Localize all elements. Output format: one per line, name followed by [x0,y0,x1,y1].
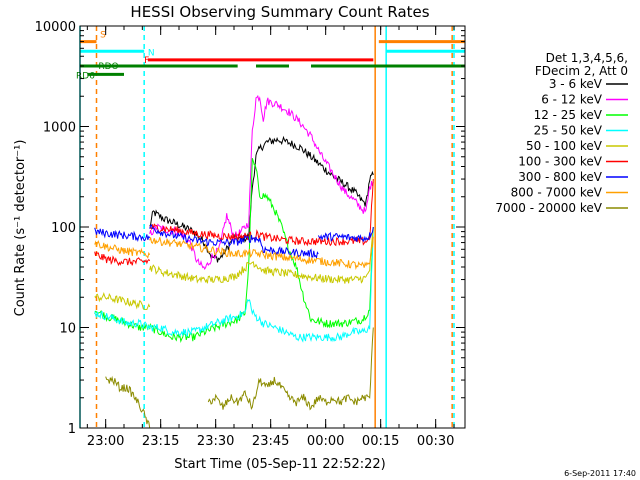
flag-label-f: F [144,56,149,66]
flag-label-rd6: RD6 [76,71,95,81]
generation-timestamp: 6-Sep-2011 17:40 [564,469,636,478]
y-axis-label: Count Rate (s⁻¹ detector⁻¹) [13,140,28,317]
x-tick-label: 23:45 [252,434,289,449]
series-line-25-50-kev-0 [94,226,374,343]
legend-header-1: FDecim 2, Att 0 [535,64,628,78]
flag-label-s: S [100,31,106,41]
x-tick-label: 23:15 [142,434,179,449]
y-tick-label: 1000 [43,121,76,136]
legend-header-0: Det 1,3,4,5,6, [546,51,628,65]
legend-entry-6-12-kev: 6 - 12 keV [541,93,603,107]
y-tick-label: 100 [51,221,76,236]
flag-label-rdo: RDO [98,62,118,72]
series-line-800-7000-kev-1 [149,236,374,270]
legend-entry-800-7000-kev: 800 - 7000 keV [511,186,603,200]
series-line-7000-20000-kev-0 [105,375,151,429]
legend-entry-7000-20000-kev: 7000 - 20000 keV [495,201,602,215]
legend-entry-100-300-kev: 100 - 300 keV [518,155,602,169]
legend: Det 1,3,4,5,6,FDecim 2, Att 03 - 6 keV 6 … [495,51,628,215]
x-tick-label: 00:15 [362,434,399,449]
series-line-300-800-kev-1 [149,224,319,260]
series-line-300-800-kev-2 [317,226,374,243]
chart-title: HESSI Observing Summary Count Rates [130,3,429,21]
legend-entry-50-100-kev: 50 - 100 keV [526,139,603,153]
series-line-300-800-kev-0 [94,227,151,242]
y-tick-label: 10 [59,322,76,337]
legend-entry-3-6-kev: 3 - 6 keV [549,77,603,91]
axes: 1 10 100 1000 10000 23:00 23:15 23:30 23:45 00:00… [35,20,466,449]
series-line-100-300-kev-0 [94,251,151,267]
series-line-50-100-kev-1 [149,226,374,284]
legend-entry-12-25-kev: 12 - 25 keV [534,108,603,122]
series-line-100-300-kev-1 [149,178,374,247]
x-tick-label: 23:00 [87,434,124,449]
y-tick-label: 10000 [35,20,76,35]
series-line-7000-20000-kev-1 [207,327,374,411]
x-tick-label: 23:30 [197,434,234,449]
x-tick-label: 00:30 [417,434,454,449]
legend-entry-25-50-kev: 25 - 50 keV [534,124,603,138]
x-tick-label: 00:00 [307,434,344,449]
legend-entry-300-800-kev: 300 - 800 keV [518,170,602,184]
x-axis-label: Start Time (05-Sep-11 22:52:22) [174,457,385,472]
flag-label-n: N [148,48,155,58]
series-line-800-7000-kev-0 [94,239,151,259]
y-tick-label: 1 [68,422,76,437]
series-line-12-25-kev-0 [94,158,374,344]
series-line-50-100-kev-0 [94,291,151,311]
